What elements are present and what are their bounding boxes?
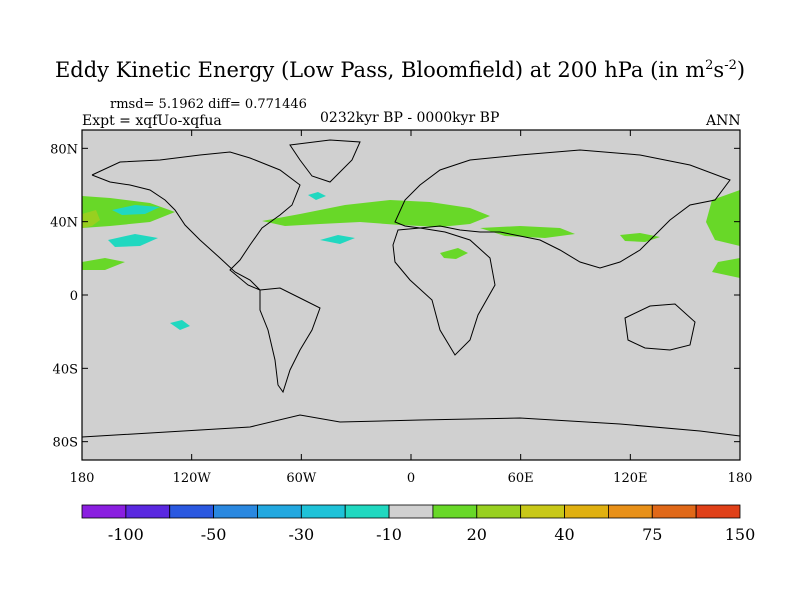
green-patch-pacific-east-south bbox=[712, 258, 740, 278]
colorbar-swatch bbox=[169, 504, 215, 519]
colorbar-label: 75 bbox=[642, 525, 662, 544]
green-band-asia bbox=[480, 226, 575, 238]
colorbar-label: 150 bbox=[725, 525, 756, 544]
coast-south-america bbox=[259, 287, 321, 394]
colorbar-swatch bbox=[344, 504, 390, 519]
coast-north-america bbox=[91, 151, 301, 291]
title-sup1: 2 bbox=[705, 58, 714, 73]
colorbar-swatch bbox=[651, 504, 697, 519]
coastlines bbox=[82, 139, 740, 438]
coast-antarctica bbox=[82, 414, 740, 438]
lat-tick-label: 40S bbox=[53, 362, 78, 377]
lat-tick-label: 0 bbox=[70, 289, 78, 304]
period-label: 0232kyr BP - 0000kyr BP bbox=[320, 110, 500, 126]
cyan-patch-pacific bbox=[108, 234, 158, 247]
colorbar-label: -10 bbox=[376, 525, 402, 544]
cyan-patch-pacific-south bbox=[170, 320, 190, 330]
title-main: Eddy Kinetic Energy (Low Pass, Bloomfiel… bbox=[54, 58, 706, 82]
cyan-patch-atlantic bbox=[320, 235, 355, 244]
green-patch-pacific-east bbox=[706, 190, 740, 246]
title-end: ) bbox=[736, 58, 746, 82]
experiment-label: Expt = xqfUo-xqfua bbox=[82, 113, 222, 129]
coast-africa bbox=[392, 227, 496, 356]
colorbar-swatch bbox=[695, 504, 741, 519]
map-background bbox=[82, 130, 740, 460]
colorbar-swatch bbox=[257, 504, 302, 519]
colorbar: -100 -50 -30 -10 20 40 75 150 bbox=[81, 504, 756, 544]
yellowgreen-patch-west bbox=[82, 210, 100, 228]
colorbar-label: -50 bbox=[201, 525, 227, 544]
lat-tick-label: 80S bbox=[53, 436, 78, 451]
cyan-patch-atlantic-north bbox=[308, 192, 326, 200]
colorbar-label: 20 bbox=[467, 525, 487, 544]
colorbar-swatch bbox=[564, 504, 609, 519]
colorbar-label: -30 bbox=[288, 525, 314, 544]
lat-tick-label: 40N bbox=[50, 216, 78, 231]
coast-australia bbox=[624, 303, 696, 351]
chart-title: Eddy Kinetic Energy (Low Pass, Bloomfiel… bbox=[0, 58, 800, 82]
colorbar-swatch bbox=[520, 504, 565, 519]
colorbar-swatch bbox=[300, 504, 346, 519]
lon-tick-label: 60E bbox=[508, 471, 534, 486]
green-patch-africa bbox=[440, 248, 468, 259]
lon-tick-label: 60W bbox=[286, 471, 317, 486]
title-sup2: -2 bbox=[724, 58, 737, 73]
green-band-atlantic-europe bbox=[262, 200, 490, 227]
season-label: ANN bbox=[706, 113, 741, 129]
lon-tick-label: 120W bbox=[173, 471, 212, 486]
colorbar-swatch bbox=[213, 504, 258, 519]
title-mid: s bbox=[713, 58, 725, 82]
colorbar-swatch bbox=[432, 504, 478, 519]
coast-europe-asia bbox=[394, 149, 731, 269]
map-axes: 80N 40N 0 40S 80S 180 120W 60W 0 60E 120E 180 bbox=[50, 130, 752, 486]
cyan-patch-pacific-nw bbox=[112, 205, 160, 215]
colorbar-label: 40 bbox=[554, 525, 574, 544]
lat-tick-label: 80N bbox=[50, 142, 78, 157]
lon-tick-label: 120E bbox=[613, 471, 647, 486]
lon-tick-label: 180 bbox=[70, 471, 95, 486]
colorbar-swatch bbox=[476, 504, 522, 519]
green-patch-pacific-south bbox=[82, 258, 125, 270]
lon-tick-label: 180 bbox=[728, 471, 753, 486]
colorbar-swatch bbox=[608, 504, 653, 519]
lon-tick-label: 0 bbox=[407, 471, 415, 486]
colorbar-swatch bbox=[81, 504, 127, 519]
colorbar-label: -100 bbox=[108, 525, 144, 544]
colorbar-swatch bbox=[125, 504, 171, 519]
coast-greenland bbox=[289, 139, 361, 183]
colorbar-swatch bbox=[388, 504, 434, 519]
stats-text: rmsd= 5.1962 diff= 0.771446 bbox=[110, 97, 307, 112]
